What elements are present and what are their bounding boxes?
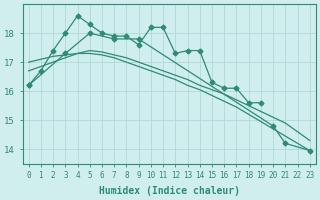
X-axis label: Humidex (Indice chaleur): Humidex (Indice chaleur) (99, 186, 240, 196)
